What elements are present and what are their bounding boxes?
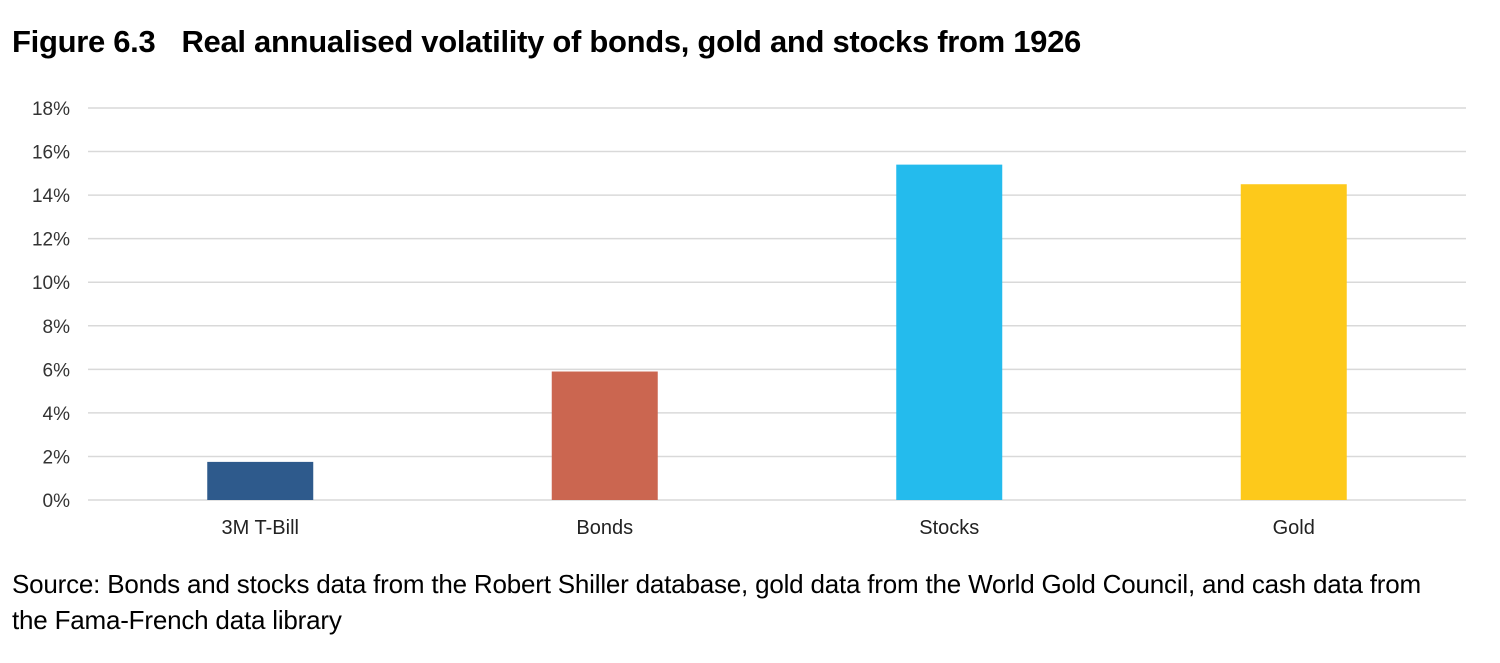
y-tick-label: 10% — [32, 273, 70, 294]
y-tick-label: 6% — [43, 360, 71, 381]
bar-bonds — [551, 371, 658, 500]
bar-gold — [1240, 184, 1347, 500]
y-tick-label: 18% — [32, 99, 70, 120]
bar-chart: 0% 2% 4% 6% 8% 10% 12% 14% 16% 18% 3M T-Bill Bonds… — [32, 99, 1466, 539]
y-tick-label: 0% — [43, 491, 71, 512]
bar-stocks — [896, 164, 1003, 500]
y-tick-label: 2% — [43, 447, 71, 468]
y-axis-tick-labels: 0% 2% 4% 6% 8% 10% 12% 14% 16% 18% — [32, 99, 70, 512]
chart-title: Figure 6.3 Real annualised volatility of … — [12, 24, 1081, 60]
figure-title: Real annualised volatility of bonds, gol… — [181, 24, 1081, 59]
gridlines — [88, 107, 1466, 501]
y-tick-label: 16% — [32, 143, 70, 164]
y-tick-label: 14% — [32, 186, 70, 207]
x-axis-tick-labels: 3M T-Bill Bonds Stocks Gold — [222, 517, 1315, 539]
x-tick-label: Stocks — [919, 517, 979, 539]
x-tick-label: 3M T-Bill — [222, 517, 299, 539]
source-note: Source: Bonds and stocks data from the R… — [12, 569, 1421, 635]
y-tick-label: 8% — [43, 317, 71, 338]
y-tick-label: 12% — [32, 230, 70, 251]
y-tick-label: 4% — [43, 404, 71, 425]
bars — [207, 164, 1347, 500]
x-tick-label: Bonds — [576, 517, 633, 539]
figure-number: Figure 6.3 — [12, 24, 156, 59]
bar-3m-t-bill — [207, 461, 314, 500]
x-tick-label: Gold — [1273, 517, 1315, 539]
